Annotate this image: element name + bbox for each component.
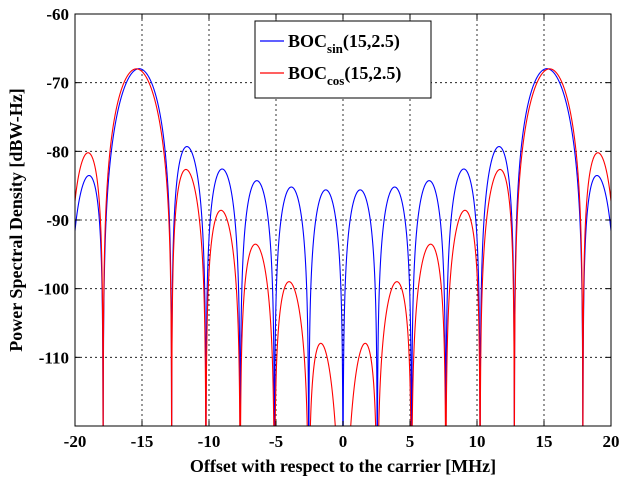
y-tick-label: -100 [38,280,69,299]
y-tick-label: -70 [46,74,69,93]
x-tick-label: -20 [64,432,87,451]
legend-box [254,20,432,99]
legend-cos-base: BOC [288,63,327,83]
x-tick-label: 15 [536,432,553,451]
y-axis-label: Power Spectral Density [dBW-Hz] [6,88,26,351]
series-layer [75,68,611,426]
x-tick-label: -15 [131,432,154,451]
y-tick-label: -80 [46,142,69,161]
x-tick-label: -5 [269,432,283,451]
y-tick-label: -110 [39,348,69,367]
series-line-cos [75,68,611,426]
x-tick-label: 10 [469,432,486,451]
x-tick-label: 20 [603,432,620,451]
y-tick-label: -90 [46,211,69,230]
legend-sin-base: BOC [288,31,327,51]
legend: BOCsin(15,2.5) BOCcos(15,2.5) [254,20,432,99]
axis-ticks [74,13,612,426]
tick-labels: -20 -15 -10 -5 0 5 10 15 20 -60 -70 -80 -90 -100 -110 [38,5,620,451]
y-tick-label: -60 [46,5,69,24]
x-axis-label: Offset with respect to the carrier [MHz] [190,456,496,476]
legend-cos-subscript: cos [327,73,344,88]
x-tick-label: 0 [339,432,348,451]
legend-cos-suffix: (15,2.5) [344,63,401,84]
x-tick-label: -10 [198,432,221,451]
legend-entry-sin: BOCsin(15,2.5) [288,31,400,56]
legend-sin-suffix: (15,2.5) [343,31,400,52]
x-tick-label: 5 [406,432,415,451]
series-line-sin [75,68,611,426]
legend-entry-cos: BOCcos(15,2.5) [288,63,401,88]
legend-sin-subscript: sin [327,41,344,56]
